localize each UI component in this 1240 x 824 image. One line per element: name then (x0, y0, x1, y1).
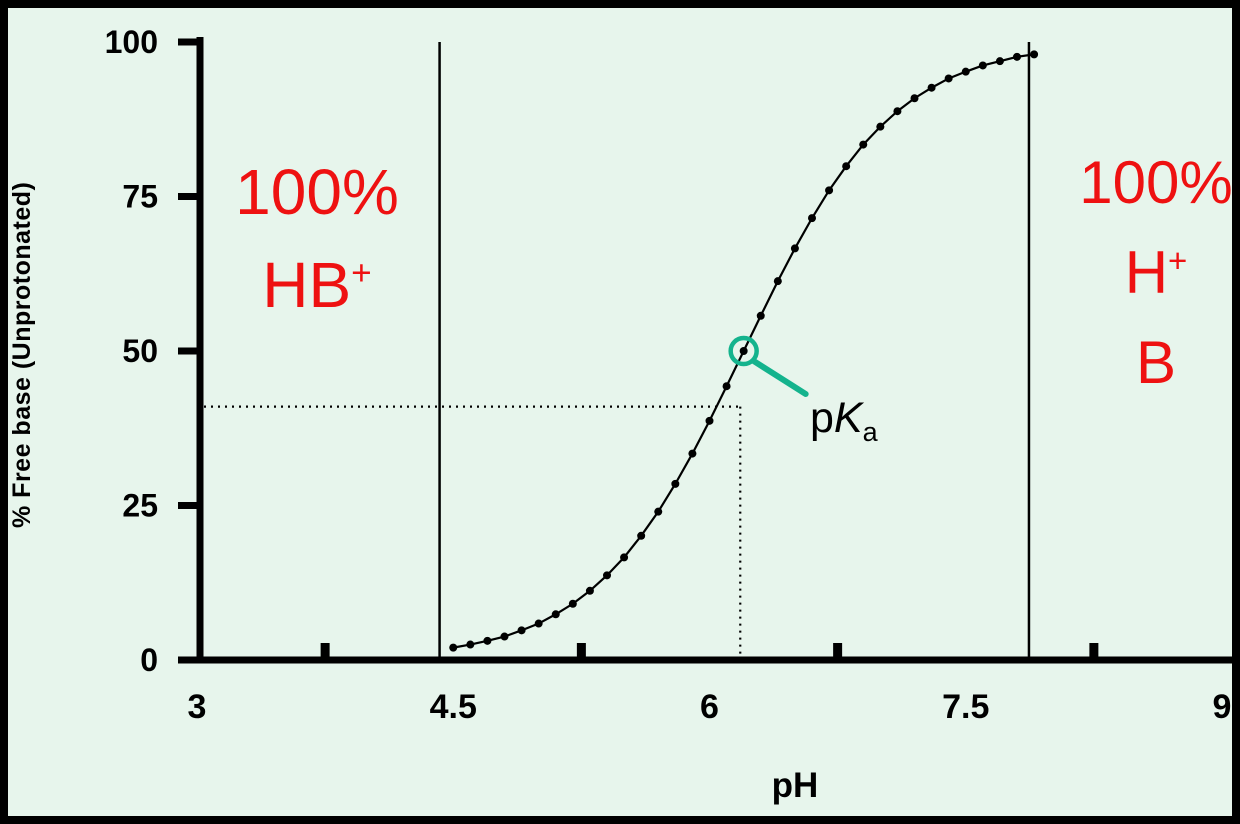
data-point (637, 531, 646, 540)
data-point (1030, 50, 1039, 59)
data-point (739, 347, 748, 355)
data-point (944, 74, 953, 83)
data-point (722, 382, 731, 391)
right-region-line1: 100% (1079, 149, 1233, 216)
left-region-label: 100% HB+ (182, 146, 452, 333)
data-point (585, 586, 594, 595)
data-point (603, 571, 611, 580)
x-tick-label: 3 (188, 688, 207, 726)
pka-marker-circle (728, 335, 759, 367)
right-region-label: 100% H+ B (1078, 138, 1234, 408)
x-tick-label: 9 (1213, 688, 1232, 726)
y-tick-label: 25 (122, 488, 158, 524)
data-point (620, 553, 629, 562)
data-point (961, 67, 970, 76)
x-tick-label: 7.5 (942, 688, 989, 726)
data-point (466, 640, 475, 649)
data-point (995, 57, 1004, 66)
x-tick-label: 6 (700, 688, 719, 726)
right-region-species: H (1124, 239, 1169, 306)
pka-label: pKa (810, 394, 878, 448)
data-point (825, 186, 834, 195)
y-tick-label: 75 (122, 179, 158, 215)
data-point (551, 610, 560, 619)
right-region-line2: H+ (1078, 228, 1234, 318)
pka-k: K (833, 394, 863, 442)
data-point (893, 107, 902, 116)
right-region-line3: B (1135, 329, 1177, 396)
y-tick-label: 100 (105, 24, 158, 60)
data-point (500, 632, 509, 641)
pka-leader-line (750, 358, 809, 397)
data-point (534, 619, 543, 628)
data-point (1013, 52, 1021, 61)
data-point (927, 83, 936, 92)
data-point (773, 277, 782, 286)
pka-subscript: a (862, 417, 878, 447)
y-axis-title: % Free base (Unprotonated) (8, 181, 36, 529)
data-point (790, 244, 799, 253)
data-point (978, 61, 987, 70)
data-point (705, 416, 714, 425)
data-point (756, 311, 765, 320)
data-point (483, 636, 492, 645)
data-point (842, 162, 851, 171)
right-region-charge: + (1168, 242, 1188, 279)
data-point (859, 140, 868, 149)
left-region-charge: + (351, 254, 372, 294)
data-point (517, 626, 526, 635)
left-region-species: HB (262, 249, 352, 322)
data-point (876, 122, 885, 131)
y-tick-label: 50 (122, 333, 158, 369)
data-point (449, 643, 458, 652)
left-region-line1: 100% (235, 156, 399, 228)
data-point (568, 599, 577, 608)
left-region-line2: HB+ (182, 239, 452, 332)
y-tick-label: 0 (140, 642, 158, 678)
data-point (808, 214, 816, 223)
x-tick-label: 4.5 (430, 688, 477, 726)
pka-prefix: p (810, 394, 834, 442)
data-point (688, 449, 697, 458)
data-point (910, 94, 919, 103)
data-point (654, 507, 663, 516)
x-axis-title: pH (771, 766, 819, 805)
data-point (671, 479, 680, 488)
